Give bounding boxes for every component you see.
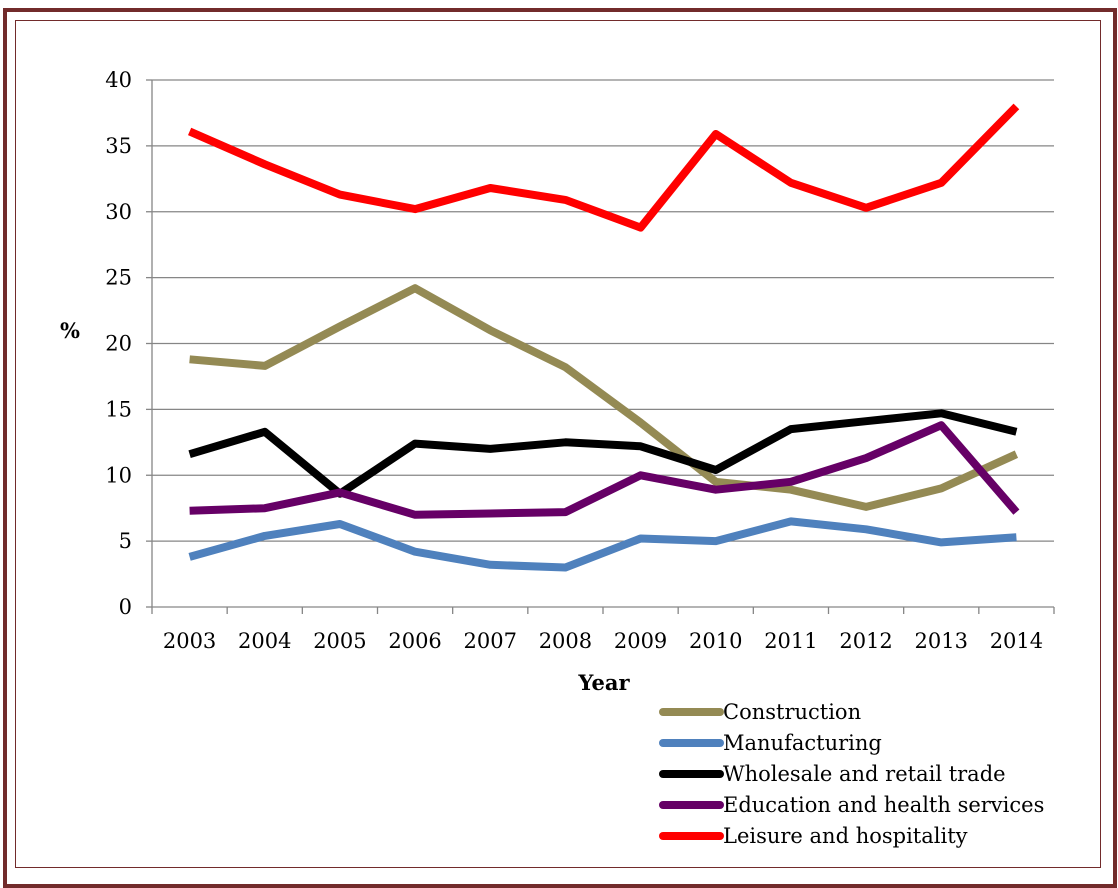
series-line-education-and-health-services [189, 421, 1020, 519]
legend-label-construction: Construction [723, 700, 861, 724]
legend-label-wholesale-and-retail-trade: Wholesale and retail trade [723, 762, 1006, 786]
y-tick-label: 5 [119, 529, 132, 553]
x-tick-labels: 2003 2004 2005 2006 2007 2008 2009 2010 2011 2012… [163, 629, 1043, 653]
x-tick-label: 2011 [764, 629, 817, 653]
x-tick-label: 2006 [388, 629, 441, 653]
x-tick-label: 2004 [238, 629, 291, 653]
series-line-construction [189, 284, 1019, 511]
y-tick-label: 15 [105, 397, 132, 421]
y-tick-label: 30 [105, 200, 132, 224]
series-line-wholesale-and-retail-trade [188, 409, 1018, 498]
series-line-leisure-and-hospitality [187, 103, 1020, 232]
x-tick-label: 2003 [163, 629, 216, 653]
y-tick-label: 40 [105, 68, 132, 92]
x-tick-label: 2014 [990, 629, 1043, 653]
y-axis-title: % [60, 318, 80, 343]
x-tick-label: 2008 [539, 629, 592, 653]
x-tick-label: 2005 [313, 629, 366, 653]
y-tick-labels: 0 5 10 15 20 25 30 35 40 [105, 68, 132, 619]
x-tick-label: 2010 [689, 629, 742, 653]
y-tick-label: 20 [105, 332, 132, 356]
legend: Construction Manufacturing Wholesale and r… [659, 700, 1044, 848]
x-axis-title: Year [577, 670, 630, 695]
series-lines [187, 103, 1020, 572]
series-line-manufacturing [188, 517, 1017, 572]
x-tick-label: 2012 [839, 629, 892, 653]
chart-frame-inner [15, 20, 1101, 868]
legend-label-education-and-health-services: Education and health services [723, 793, 1044, 817]
legend-label-leisure-and-hospitality: Leisure and hospitality [723, 824, 968, 848]
y-tick-label: 0 [119, 595, 132, 619]
gridlines [152, 79, 1054, 542]
axes [146, 79, 1055, 614]
legend-label-manufacturing: Manufacturing [723, 731, 882, 755]
x-tick-label: 2007 [464, 629, 517, 653]
y-tick-label: 10 [105, 463, 132, 487]
x-tick-label: 2009 [614, 629, 667, 653]
x-tick-label: 2013 [915, 629, 968, 653]
y-tick-label: 35 [105, 134, 132, 158]
y-tick-label: 25 [105, 266, 132, 290]
